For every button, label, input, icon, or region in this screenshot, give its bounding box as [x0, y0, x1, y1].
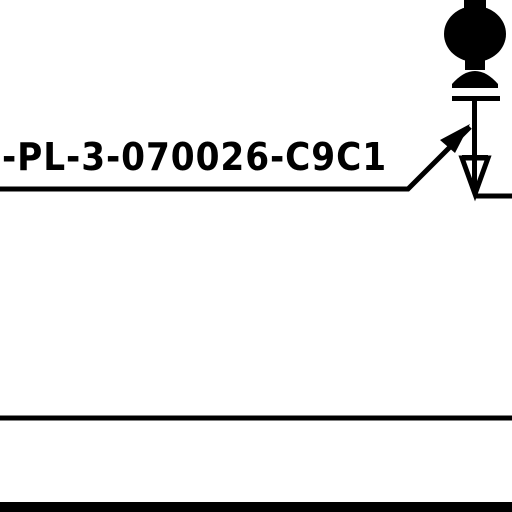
valve-stem: [472, 101, 477, 191]
valve-actuator-icon: [444, 0, 506, 88]
line-number-label: -PL-3-070026-C9C1: [2, 135, 387, 179]
check-valve-seat: [462, 155, 488, 160]
valve-stem-bar: [452, 96, 500, 101]
flow-direction-arrow-icon: [440, 124, 470, 153]
